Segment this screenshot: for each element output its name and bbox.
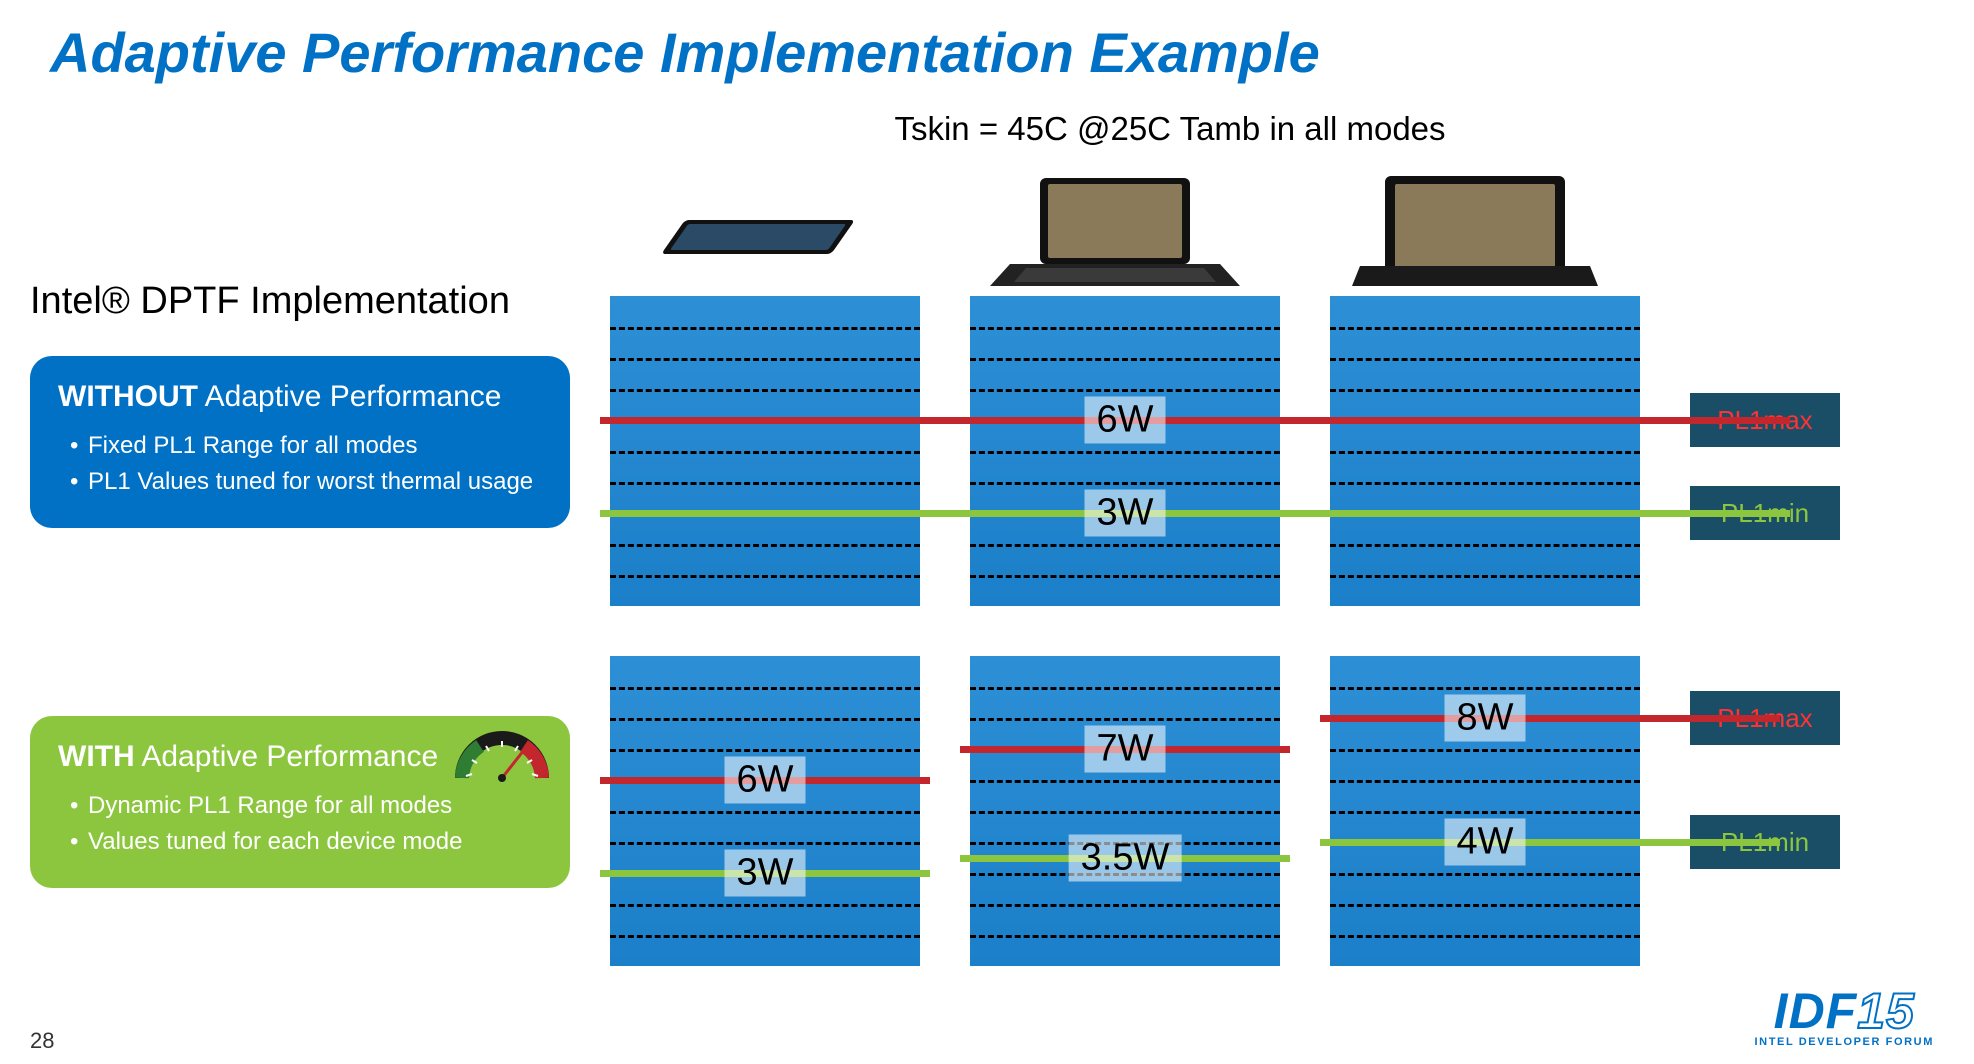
pl1max-line (600, 417, 1790, 424)
panel-without-bullets: Fixed PL1 Range for all modes PL1 Values… (58, 430, 542, 499)
device-laptop-icon (970, 170, 1250, 290)
pl1max-line (1320, 715, 1780, 722)
chart-box (970, 656, 1280, 966)
panel-with-bullets: Dynamic PL1 Range for all modes Values t… (58, 790, 542, 859)
chart-row-without: PL1max PL1min 6W3W (610, 296, 1860, 606)
value-badge: 3.5W (1069, 834, 1182, 881)
gauge-icon (452, 728, 552, 786)
panel-without-adaptive: WITHOUT Adaptive Performance Fixed PL1 R… (30, 356, 570, 528)
value-badge: 4W (1445, 819, 1526, 866)
chart-row-with: PL1max PL1min 6W3W7W3.5W8W4W (610, 656, 1860, 966)
panel-with-adaptive: WITH Adaptive Performance Dynamic PL1 Ra… (30, 716, 570, 888)
value-badge: 3W (1085, 490, 1166, 537)
bullet: Dynamic PL1 Range for all modes (70, 790, 542, 822)
chart-area: PL1max PL1min 6W3W PL1max PL1min 6W3W7W3… (610, 296, 1860, 1016)
panel-without-heading: WITHOUT Adaptive Performance (58, 378, 542, 416)
section-title: Intel® DPTF Implementation (30, 280, 510, 323)
value-badge: 6W (725, 757, 806, 804)
bullet: Values tuned for each device mode (70, 826, 542, 858)
pl1min-line (1320, 839, 1780, 846)
bullet: Fixed PL1 Range for all modes (70, 430, 542, 462)
value-badge: 3W (725, 850, 806, 897)
chart-box (1330, 296, 1640, 606)
bullet: PL1 Values tuned for worst thermal usage (70, 466, 542, 498)
chart-box (610, 656, 920, 966)
chart-box (610, 296, 920, 606)
idf-logo: IDF15 INTEL DEVELOPER FORUM (1755, 986, 1934, 1048)
device-docked-icon (1330, 170, 1610, 290)
value-badge: 7W (1085, 726, 1166, 773)
device-tablet-icon (620, 170, 880, 280)
chart-box (970, 296, 1280, 606)
value-badge: 6W (1085, 397, 1166, 444)
pl1min-line (600, 510, 1790, 517)
page-number: 28 (30, 1028, 54, 1054)
slide-title: Adaptive Performance Implementation Exam… (0, 0, 1974, 85)
value-badge: 8W (1445, 695, 1526, 742)
subtitle: Tskin = 45C @25C Tamb in all modes (620, 110, 1720, 148)
